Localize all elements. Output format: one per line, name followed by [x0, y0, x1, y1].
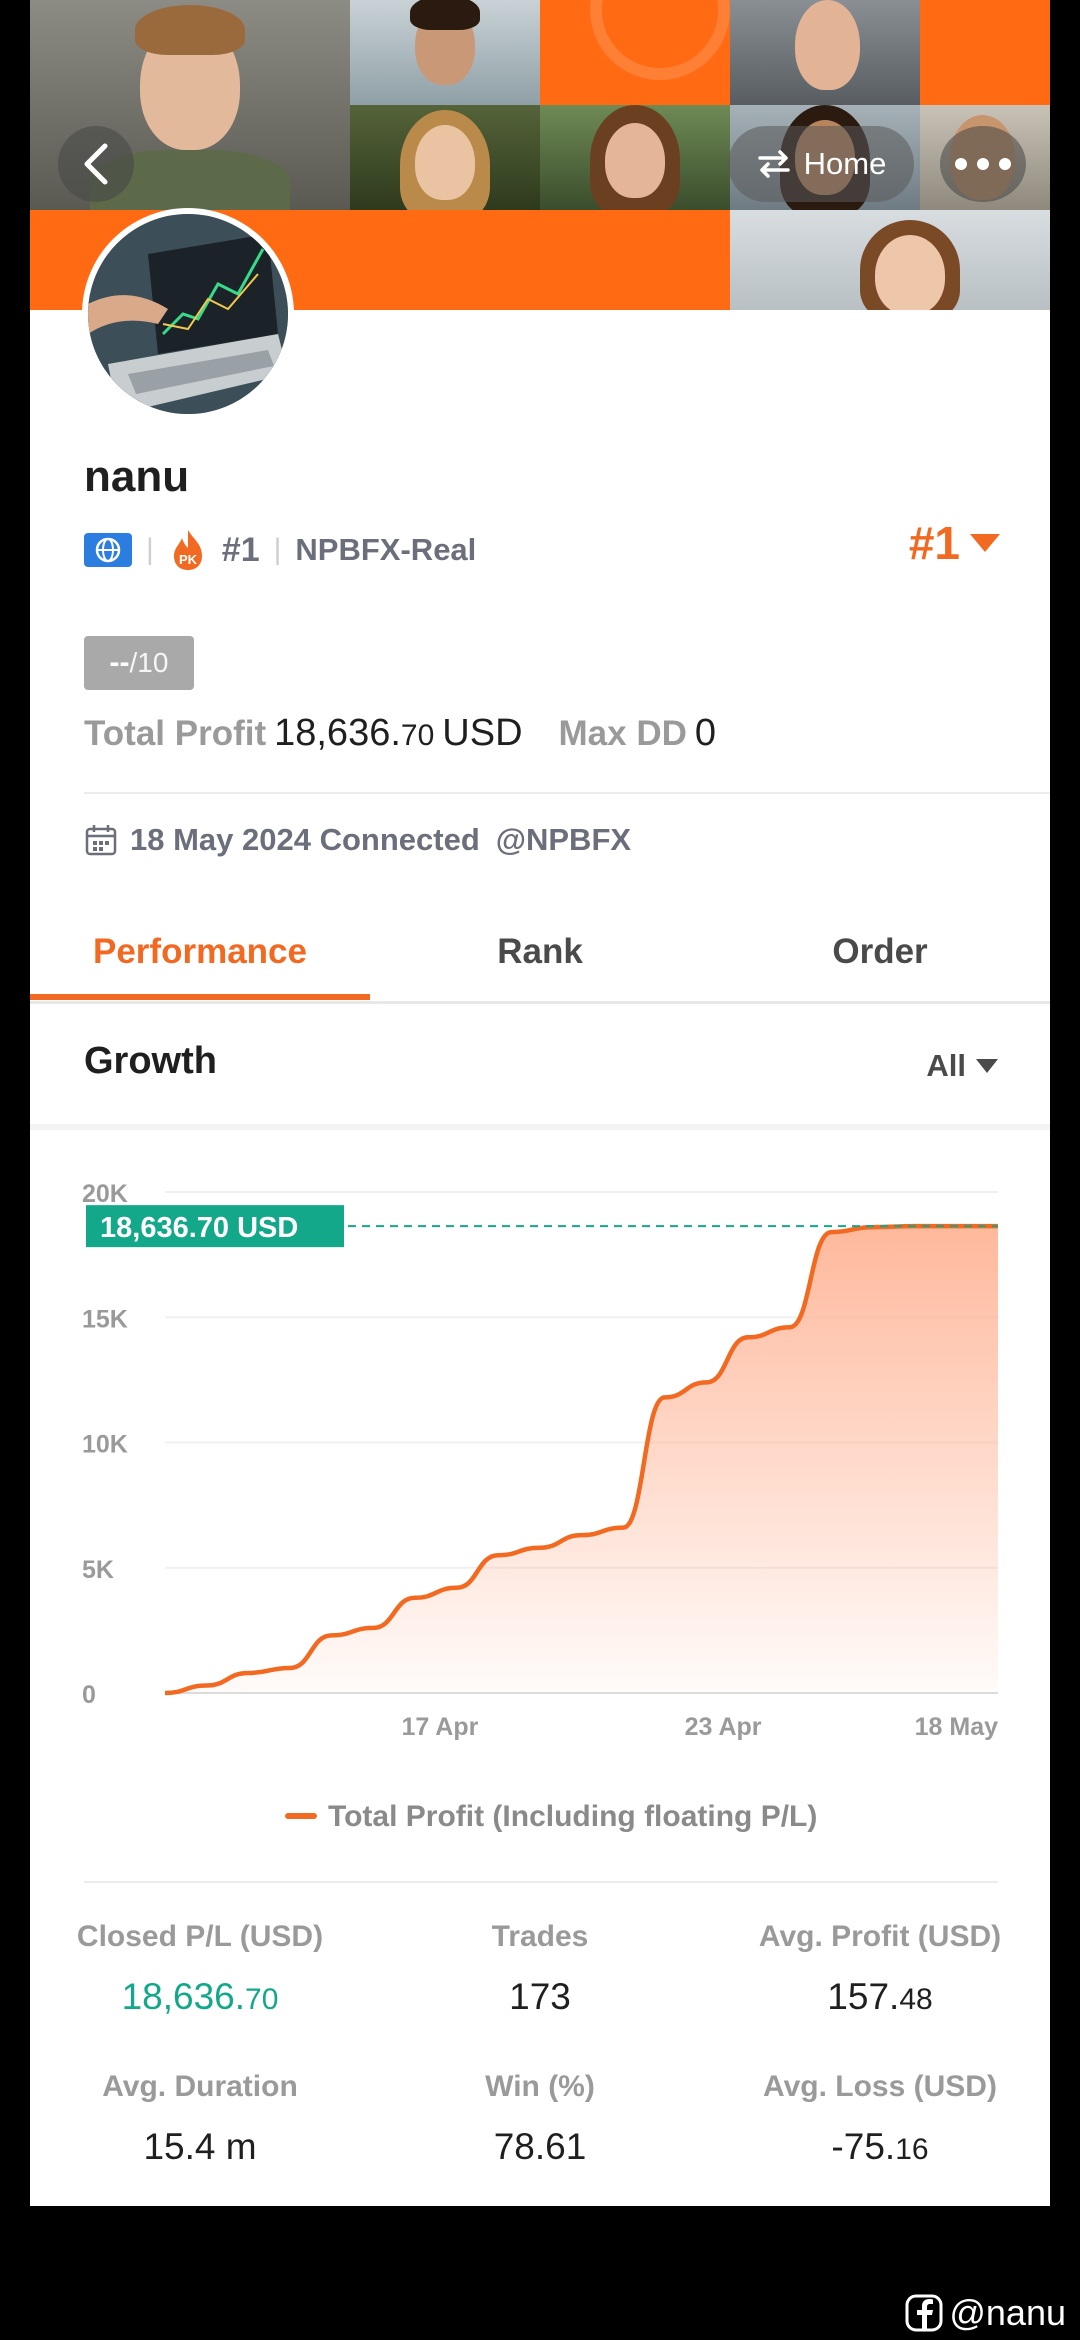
score-badge: --/10 [84, 636, 194, 690]
rank-small: #1 [221, 530, 260, 569]
banner-photo [730, 0, 920, 105]
globe-flag-icon [84, 533, 132, 567]
y-tick-label: 10K [82, 1431, 128, 1459]
stat-avg-duration: Avg. Duration 15.4 m [102, 2070, 298, 2167]
profit-summary: Total Profit 18,636.70 USD Max DD 0 [84, 712, 716, 755]
chevron-left-icon [84, 143, 108, 185]
banner-pattern [590, 0, 730, 80]
growth-chart: 0 5K 10K 15K 20K 17 Apr 23 Apr 18 May 18,636.70 … [82, 1180, 998, 1883]
facebook-icon [905, 2294, 943, 2332]
tab-bar: Performance Rank Order [30, 900, 1050, 1004]
avatar [82, 208, 294, 420]
rank-big-label: #1 [908, 517, 960, 569]
stat-win-rate: Win (%) 78.61 [485, 2070, 595, 2167]
stat-avg-profit: Avg. Profit (USD) 157.48 [758, 1920, 1002, 2017]
period-filter[interactable]: All [926, 1048, 998, 1084]
pk-fire-icon: PK [173, 530, 202, 570]
connected-date: 18 May 2024 Connected [130, 822, 480, 857]
more-dots-icon [955, 158, 1011, 170]
series-area [165, 1226, 998, 1693]
caret-down-icon [976, 1059, 998, 1073]
x-tick-label: 23 Apr [685, 1713, 762, 1741]
period-filter-label: All [926, 1048, 966, 1083]
laptop-chart-image [88, 214, 288, 414]
more-button[interactable] [940, 126, 1026, 202]
home-label: Home [803, 146, 887, 181]
banner-photo [350, 0, 540, 105]
separator: | [273, 533, 282, 566]
tab-order[interactable]: Order [832, 932, 928, 971]
tab-rank[interactable]: Rank [497, 932, 583, 971]
banner-photo [540, 105, 730, 210]
watermark-handle: @nanu [949, 2292, 1066, 2333]
y-tick-label: 5K [82, 1556, 114, 1584]
y-tick-label: 20K [82, 1180, 128, 1208]
calendar-icon [85, 825, 117, 856]
home-button[interactable]: Home [728, 126, 914, 202]
stat-closed-pl: Closed P/L (USD) 18,636.70 [76, 1920, 324, 2017]
total-profit-value: 18,636.70 [274, 712, 435, 754]
swap-arrows-icon [757, 150, 790, 178]
max-dd-value: 0 [694, 712, 717, 754]
app-screen: Home nanu | PK #1 | NPBFX-Real [30, 0, 1050, 2206]
tab-active-indicator [30, 994, 370, 1000]
total-profit-unit: USD [442, 712, 523, 754]
separator: | [146, 533, 154, 566]
y-tick-label: 0 [82, 1681, 96, 1709]
svg-text:PK: PK [179, 552, 198, 567]
back-button[interactable] [58, 126, 134, 202]
tab-performance[interactable]: Performance [93, 932, 307, 971]
divider [84, 792, 1050, 794]
rank-dropdown[interactable]: #1 [909, 516, 1000, 570]
section-divider [30, 1124, 1050, 1130]
trader-meta: | PK #1 | NPBFX-Real [84, 528, 476, 572]
x-tick-label: 18 May [915, 1713, 998, 1741]
watermark: @nanu [905, 2292, 1066, 2334]
max-dd-label: Max DD [558, 714, 687, 753]
score-max: /10 [129, 647, 169, 678]
score-value: -- [109, 646, 130, 679]
stat-avg-loss: Avg. Loss (USD) -75.16 [763, 2070, 997, 2167]
total-profit-label: Total Profit [84, 714, 267, 753]
section-title: Growth [84, 1040, 217, 1082]
banner-photo [730, 210, 1050, 310]
current-value-badge [86, 1205, 344, 1248]
caret-down-icon [970, 534, 1000, 552]
broker-name: NPBFX-Real [295, 532, 477, 567]
connected-handle: @NPBFX [495, 822, 632, 857]
y-tick-label: 15K [82, 1305, 128, 1333]
banner-photo [350, 105, 540, 210]
legend-label: Total Profit (Including floating P/L) [328, 1800, 817, 1833]
series-line [164, 1223, 998, 1696]
current-value-label: 18,636.70 USD [100, 1212, 298, 1244]
x-tick-label: 17 Apr [401, 1713, 478, 1741]
connected-info: 18 May 2024 Connected @NPBFX [84, 822, 631, 858]
trader-name: nanu [84, 452, 190, 501]
stat-trades: Trades 173 [491, 1920, 589, 2017]
